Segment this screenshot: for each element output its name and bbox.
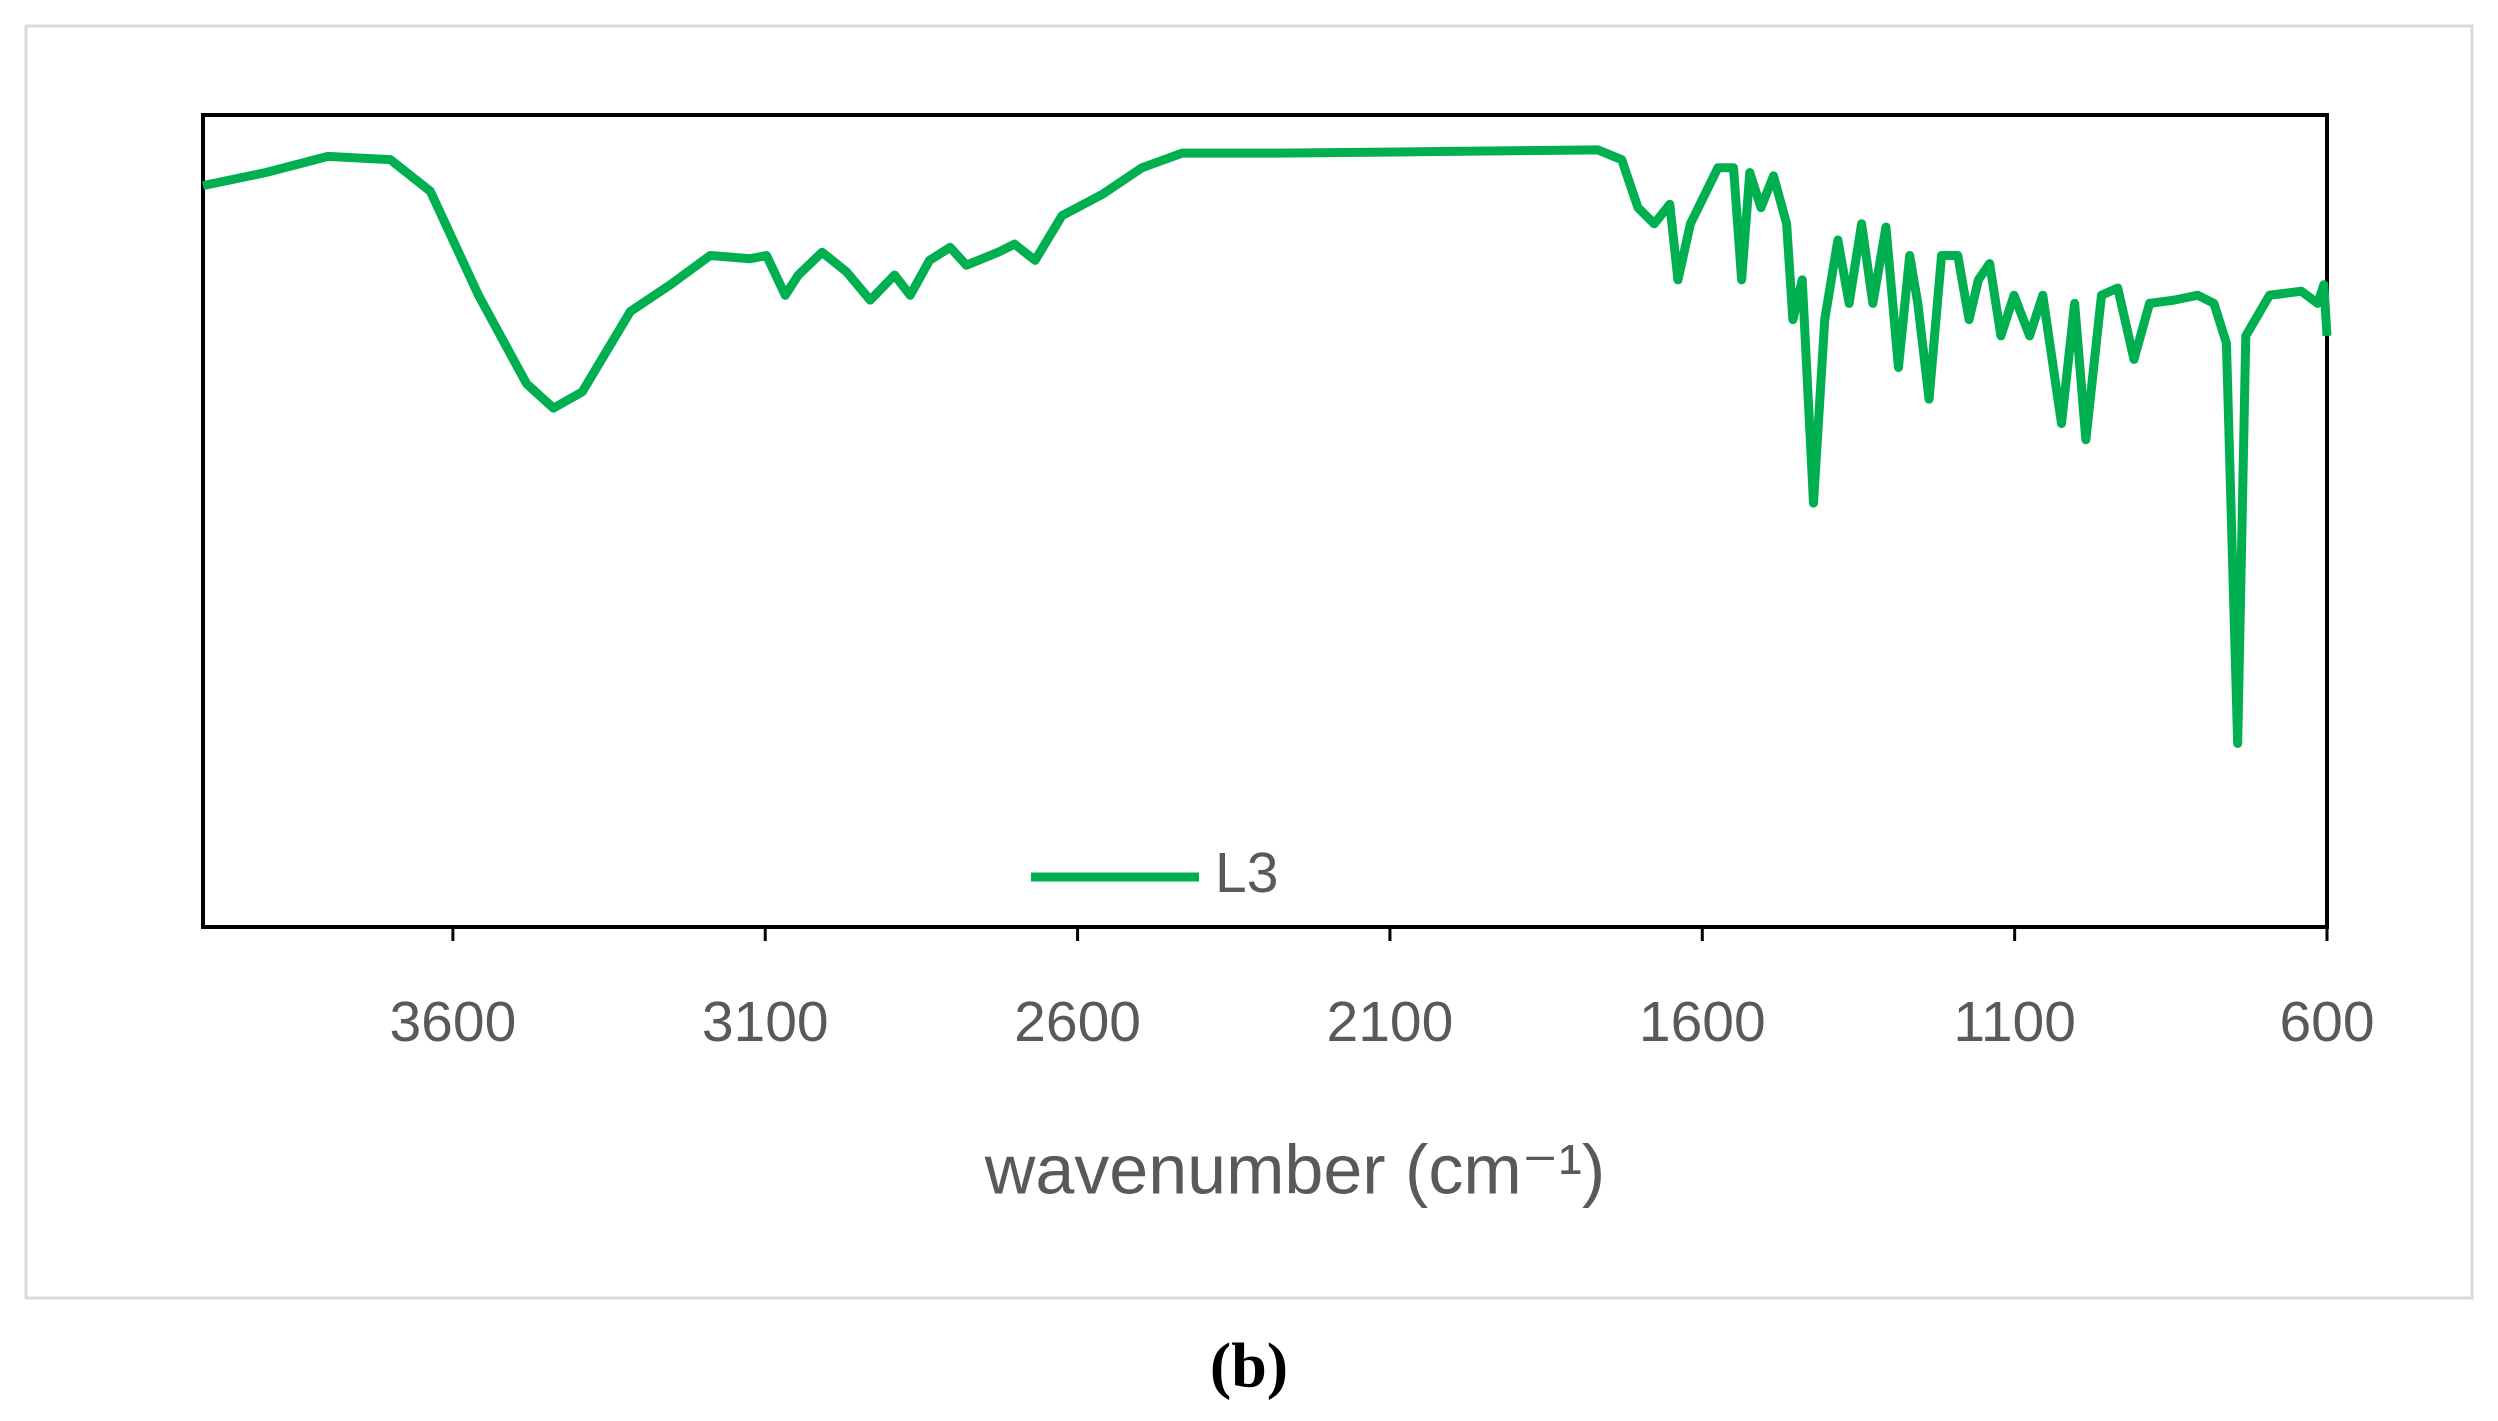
x-tick-label: 600: [2279, 990, 2374, 1054]
chart-frame: [24, 24, 2474, 1300]
x-tick-label: 2600: [1014, 990, 1141, 1054]
spectrum-line: [202, 145, 2332, 748]
x-tick-label: 2100: [1327, 990, 1454, 1054]
x-tick-label: 1100: [1953, 990, 2076, 1054]
x-axis-label: wavenumber (cm⁻¹): [984, 1130, 1605, 1208]
caption: (b): [1210, 1330, 1288, 1401]
x-tick-label: 3100: [702, 990, 829, 1054]
legend-label: L3: [1215, 841, 1278, 905]
plot-area: [201, 113, 2329, 929]
x-tick-label: 1600: [1639, 990, 1766, 1054]
x-tick-label: 3600: [389, 990, 516, 1054]
